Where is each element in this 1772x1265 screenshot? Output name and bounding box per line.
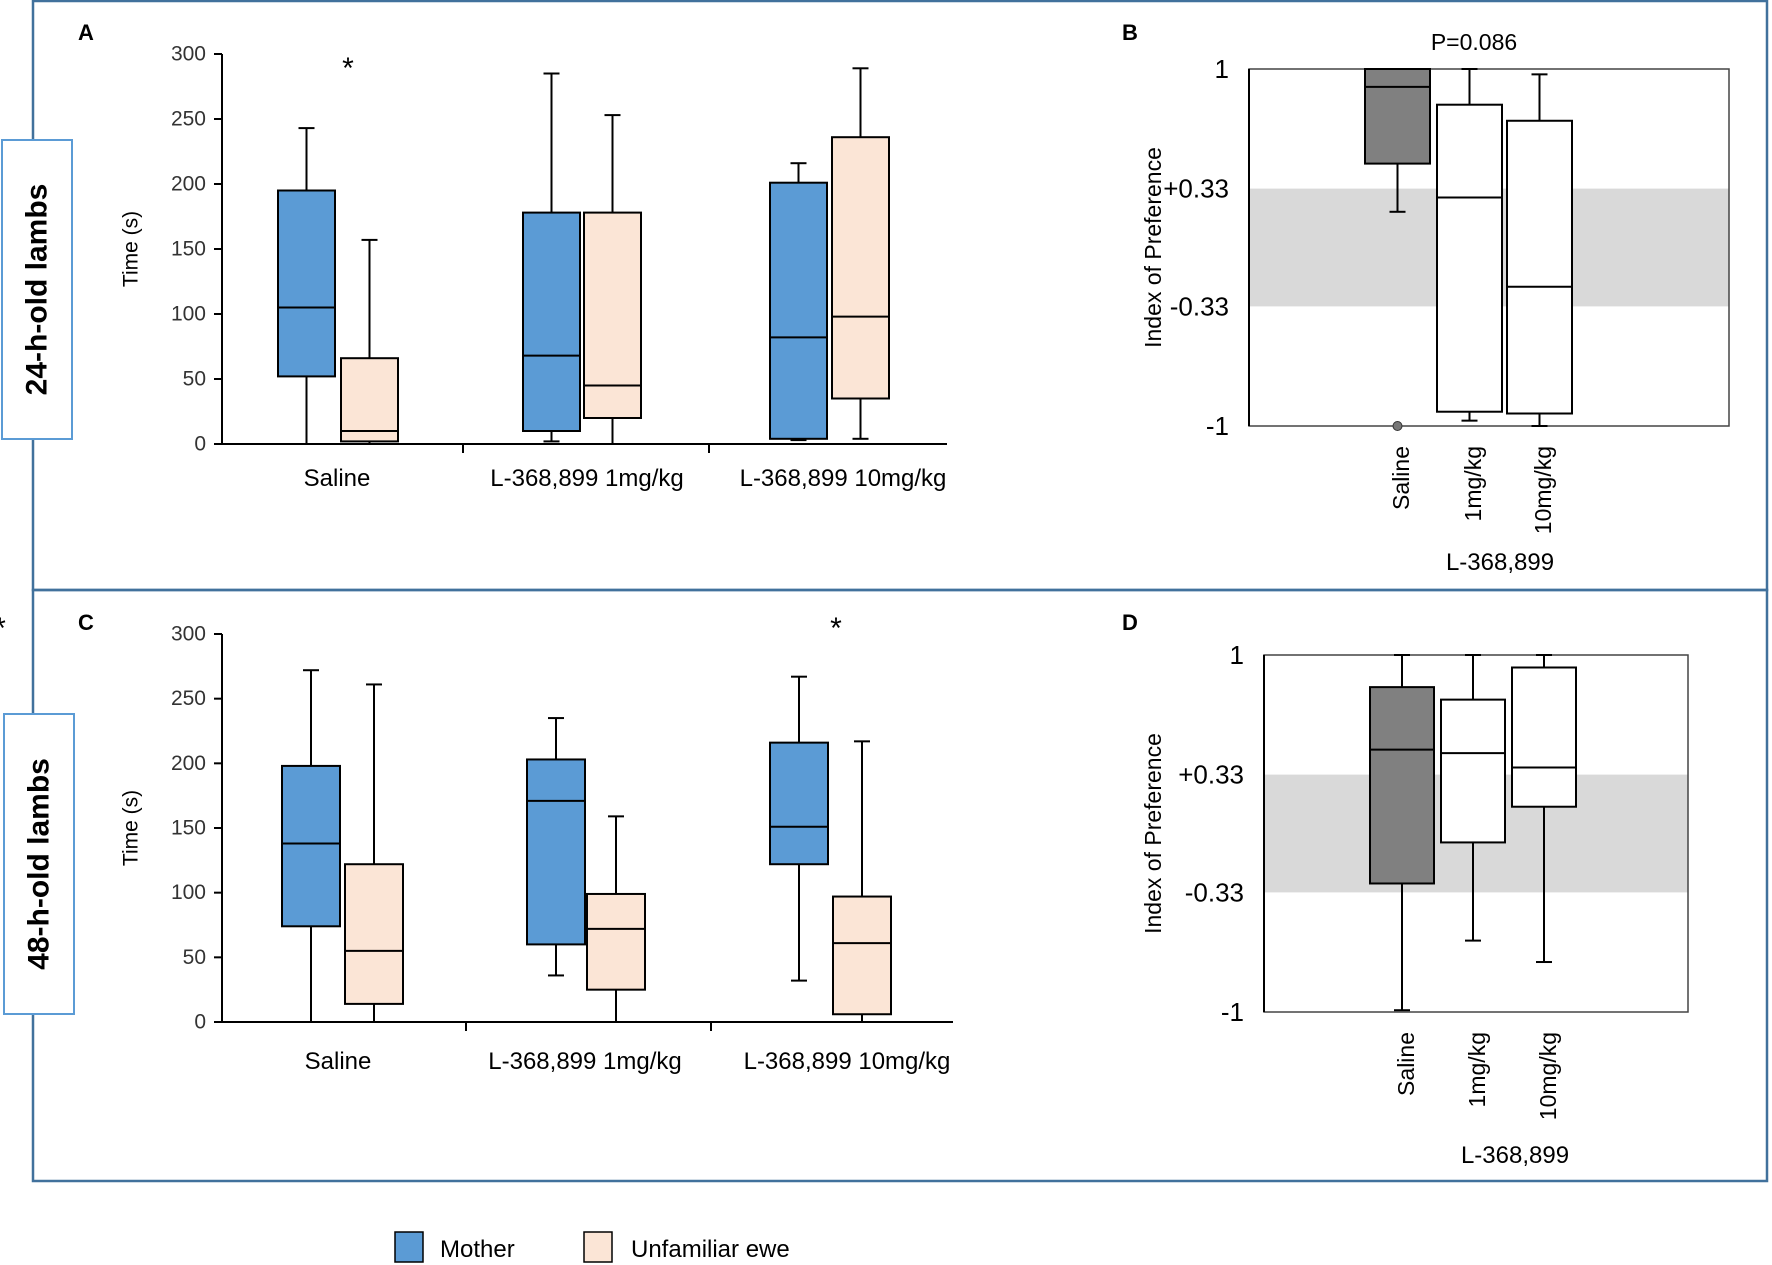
box [769, 181, 828, 440]
y-tick-label: 1 [1230, 640, 1244, 670]
category-label: Saline [305, 1048, 372, 1075]
y-tick-label: 150 [171, 817, 206, 840]
y-tick-label: 300 [171, 623, 206, 646]
y-tick-label: +0.33 [1163, 174, 1229, 204]
y-tick-label: 50 [183, 368, 206, 391]
category-label: Saline [1393, 1032, 1419, 1096]
y-tick-label: 0 [194, 433, 206, 456]
chart-panel-b: 1 +0.33 -0.33 -1 Index of Preference P=0.086 S… [1140, 29, 1730, 576]
legend: Mother Unfamiliar ewe [394, 1231, 790, 1263]
y-tick-label: -1 [1206, 411, 1229, 441]
outlier-point [1392, 421, 1403, 431]
box [281, 764, 341, 928]
category-label: L-368,899 10mg/kg [740, 465, 947, 492]
p-value-label: P=0.086 [1431, 29, 1517, 55]
box [583, 211, 642, 419]
box [1369, 686, 1435, 885]
row-label-24h-text: 24-h-old lambs [21, 184, 54, 396]
y-tick-label: 250 [171, 687, 206, 710]
chart-panel-d: 1 +0.33 -0.33 -1 Index of Preference Saline 1m… [1140, 640, 1689, 1169]
legend-label-mother: Mother [440, 1236, 515, 1263]
box [340, 357, 399, 443]
category-label: 10mg/kg [1535, 1032, 1561, 1120]
category-label: 10mg/kg [1530, 446, 1556, 534]
significance-star: * [342, 52, 354, 85]
chart-panel-c: 0 50 100 150 200 250 300 Time (s) Saline L-368,89… [0, 612, 953, 1075]
y-tick-label: 0 [194, 1011, 206, 1034]
y-tick-label: 100 [171, 303, 206, 326]
group-label: L-368,899 [1461, 1142, 1569, 1169]
y-tick-label: +0.33 [1178, 760, 1244, 790]
significance-star: * [830, 612, 842, 645]
category-label: 1mg/kg [1460, 446, 1486, 521]
y-tick-label: 250 [171, 108, 206, 131]
box [1440, 698, 1506, 844]
y-axis-label: Time (s) [120, 211, 143, 287]
legend-label-unfamiliar-ewe: Unfamiliar ewe [631, 1236, 790, 1263]
box [277, 189, 336, 378]
y-axis-label: Time (s) [120, 790, 143, 866]
panel-letter-a: A [78, 20, 94, 45]
box [344, 863, 404, 1005]
box [1511, 666, 1577, 808]
y-tick-label: 200 [171, 173, 206, 196]
box [1506, 119, 1573, 415]
y-tick-label: -1 [1221, 997, 1244, 1027]
panel-letter-b: B [1122, 20, 1138, 45]
group-label: L-368,899 [1446, 549, 1554, 576]
significance-star: * [0, 612, 6, 645]
legend-swatch-mother [394, 1231, 424, 1263]
category-label: Saline [1388, 446, 1414, 510]
category-label: 1mg/kg [1464, 1032, 1490, 1107]
y-axis-label: Index of Preference [1140, 733, 1166, 934]
box [1436, 103, 1503, 413]
row-label-48h: 48-h-old lambs [3, 713, 75, 1015]
y-axis-label: Index of Preference [1140, 147, 1166, 348]
box [832, 895, 892, 1016]
category-label: L-368,899 1mg/kg [488, 1048, 681, 1075]
box [586, 892, 646, 991]
y-tick-label: 1 [1215, 54, 1229, 84]
box [522, 211, 581, 432]
y-tick-label: 50 [183, 946, 206, 969]
box [769, 741, 829, 866]
box [1364, 68, 1431, 165]
row-label-24h: 24-h-old lambs [1, 139, 73, 440]
y-tick-label: 100 [171, 881, 206, 904]
chart-panel-a: 0 50 100 150 200 250 300 Time (s) Saline * L-368,8… [120, 43, 947, 492]
category-label: L-368,899 1mg/kg [490, 465, 683, 492]
panel-letter-c: C [78, 610, 94, 635]
y-tick-label: 300 [171, 43, 206, 66]
y-tick-label: 150 [171, 238, 206, 261]
y-tick-label: -0.33 [1170, 291, 1229, 321]
panel-letter-d: D [1122, 610, 1138, 635]
row-label-48h-text: 48-h-old lambs [23, 758, 56, 970]
category-label: Saline [304, 465, 371, 492]
legend-swatch-unfamiliar-ewe [583, 1231, 613, 1263]
box [831, 136, 890, 400]
box [526, 758, 586, 946]
y-tick-label: -0.33 [1185, 877, 1244, 907]
y-tick-label: 200 [171, 752, 206, 775]
category-label: L-368,899 10mg/kg [744, 1048, 951, 1075]
